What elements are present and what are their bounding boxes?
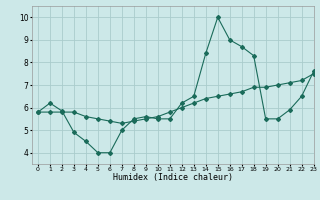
X-axis label: Humidex (Indice chaleur): Humidex (Indice chaleur) [113,173,233,182]
